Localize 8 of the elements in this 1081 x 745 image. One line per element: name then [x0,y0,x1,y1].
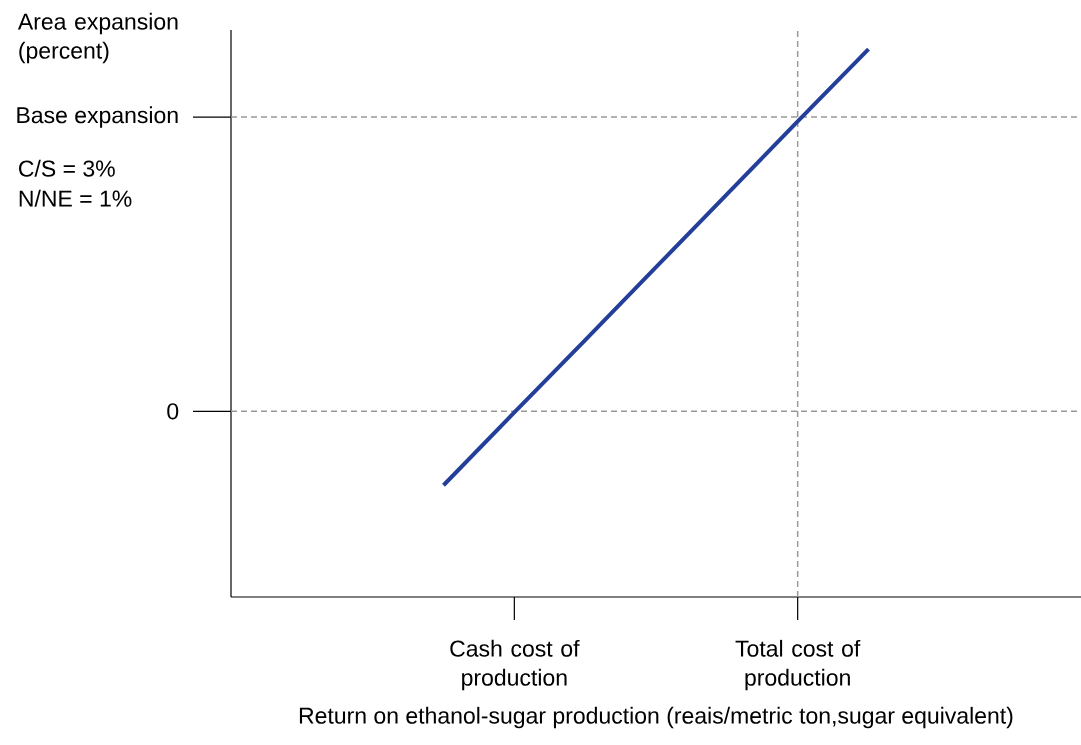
x-tick-label: Cash cost of production [450,639,580,691]
y-axis-title: Area expansion (percent) [17,12,178,64]
text: C/S = 3% [19,159,115,177]
x-axis-title: Return on ethanol-sugar production (reais/metric ton,sugar equivalent) [299,706,1013,729]
ref-line-label: 0 [167,403,179,420]
text: N/NE = 1% [19,189,132,207]
ref-line-label: Base expansion [17,106,178,128]
x-tick-label: Total cost of production [735,639,861,691]
